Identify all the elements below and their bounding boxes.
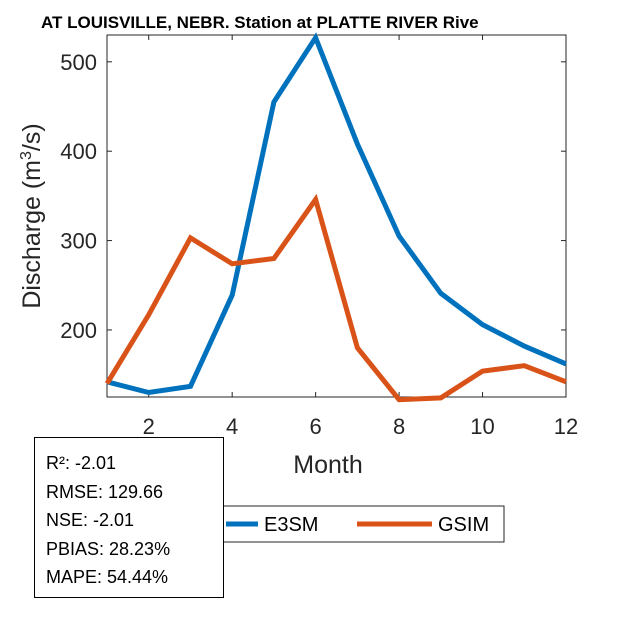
y-tick-label: 300 xyxy=(60,229,97,254)
series-line-e3sm xyxy=(106,32,567,396)
stat-pbias: PBIAS: 28.23% xyxy=(46,538,171,559)
y-tick-label: 500 xyxy=(60,50,97,75)
legend-label-gsim: GSIM xyxy=(438,514,489,536)
series-lines xyxy=(104,32,567,403)
x-tick-label: 4 xyxy=(226,414,238,439)
stats-box: R²: -2.01 RMSE: 129.66 NSE: -2.01 PBIAS:… xyxy=(34,437,224,598)
stat-rmse: RMSE: 129.66 xyxy=(46,481,164,502)
chart-title: AT LOUISVILLE, NEBR. Station at PLATTE R… xyxy=(41,13,479,32)
y-axis-label-main: Discharge (m xyxy=(18,160,46,309)
y-axis-label-sup: 3 xyxy=(18,151,35,160)
series-line-gsim xyxy=(104,193,567,403)
x-axis: 2 4 6 8 10 12 xyxy=(143,35,578,439)
x-axis-label: Month xyxy=(293,451,362,479)
x-tick-label: 6 xyxy=(310,414,322,439)
stat-r2: R²: -2.01 xyxy=(46,453,117,473)
x-tick-label: 12 xyxy=(554,414,578,439)
legend-label-e3sm: E3SM xyxy=(264,514,318,536)
y-axis-label-end: /s) xyxy=(18,123,46,151)
x-tick-label: 8 xyxy=(393,414,405,439)
y-axis: 200 300 400 500 xyxy=(60,50,566,343)
x-tick-label: 2 xyxy=(143,414,155,439)
stat-nse: NSE: -2.01 xyxy=(46,510,135,530)
y-tick-label: 200 xyxy=(60,318,97,343)
stat-mape: MAPE: 54.44% xyxy=(46,567,169,587)
y-tick-label: 400 xyxy=(60,139,97,164)
plot-area xyxy=(106,34,567,398)
x-tick-label: 10 xyxy=(470,414,494,439)
y-axis-label: Discharge (m3/s) xyxy=(18,123,46,308)
